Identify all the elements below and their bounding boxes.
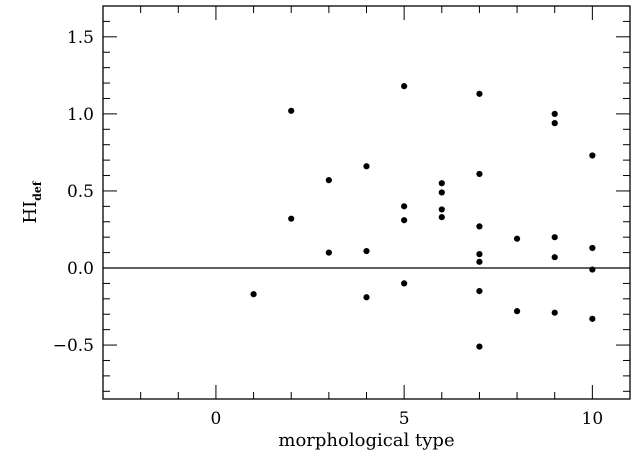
data-point — [401, 83, 408, 90]
x-tick-label: 5 — [399, 409, 410, 429]
data-point — [476, 223, 483, 230]
data-point — [325, 249, 332, 256]
x-tick-label: 10 — [582, 409, 604, 429]
axis-ticks — [102, 5, 631, 399]
data-point — [401, 280, 408, 287]
data-point — [325, 177, 332, 184]
data-point — [551, 234, 558, 241]
data-point — [438, 206, 445, 213]
data-point — [476, 90, 483, 97]
data-point — [513, 235, 521, 242]
y-tick-label: −0.5 — [53, 336, 94, 356]
data-point — [589, 152, 596, 159]
y-tick-label: 1.5 — [67, 28, 94, 48]
data-point — [589, 266, 596, 273]
data-point — [476, 251, 483, 258]
data-point — [363, 163, 370, 170]
y-tick-label: 0.0 — [67, 259, 94, 279]
data-point — [551, 110, 558, 117]
data-point — [551, 254, 558, 261]
data-point — [288, 107, 295, 114]
data-point — [476, 343, 483, 350]
data-point — [438, 180, 445, 187]
y-axis-title: HIdef — [20, 180, 44, 224]
data-point — [438, 189, 445, 196]
data-point — [363, 294, 370, 301]
data-point — [551, 309, 558, 316]
data-point — [250, 291, 257, 298]
x-axis-title: morphological type — [278, 430, 454, 451]
data-point — [476, 170, 483, 178]
data-point — [589, 244, 596, 252]
data-point — [513, 308, 521, 315]
y-axis-title-main: HI — [20, 201, 41, 224]
y-tick-label: 0.5 — [67, 182, 94, 202]
data-point — [401, 217, 408, 224]
data-point — [438, 214, 445, 221]
plot-frame — [102, 5, 631, 400]
tick-labels: 0 5 10 −0.5 0.0 0.5 1.0 1.5 — [53, 28, 603, 429]
data-points — [250, 83, 596, 350]
data-point — [401, 203, 408, 210]
data-point — [363, 247, 370, 255]
data-point — [476, 288, 483, 295]
data-point — [551, 120, 558, 127]
y-axis-title-subscript: def — [31, 180, 44, 201]
data-point — [288, 215, 295, 222]
data-point — [589, 315, 596, 322]
y-tick-label: 1.0 — [67, 105, 94, 125]
data-point — [476, 258, 483, 265]
x-tick-label: 0 — [211, 409, 222, 429]
